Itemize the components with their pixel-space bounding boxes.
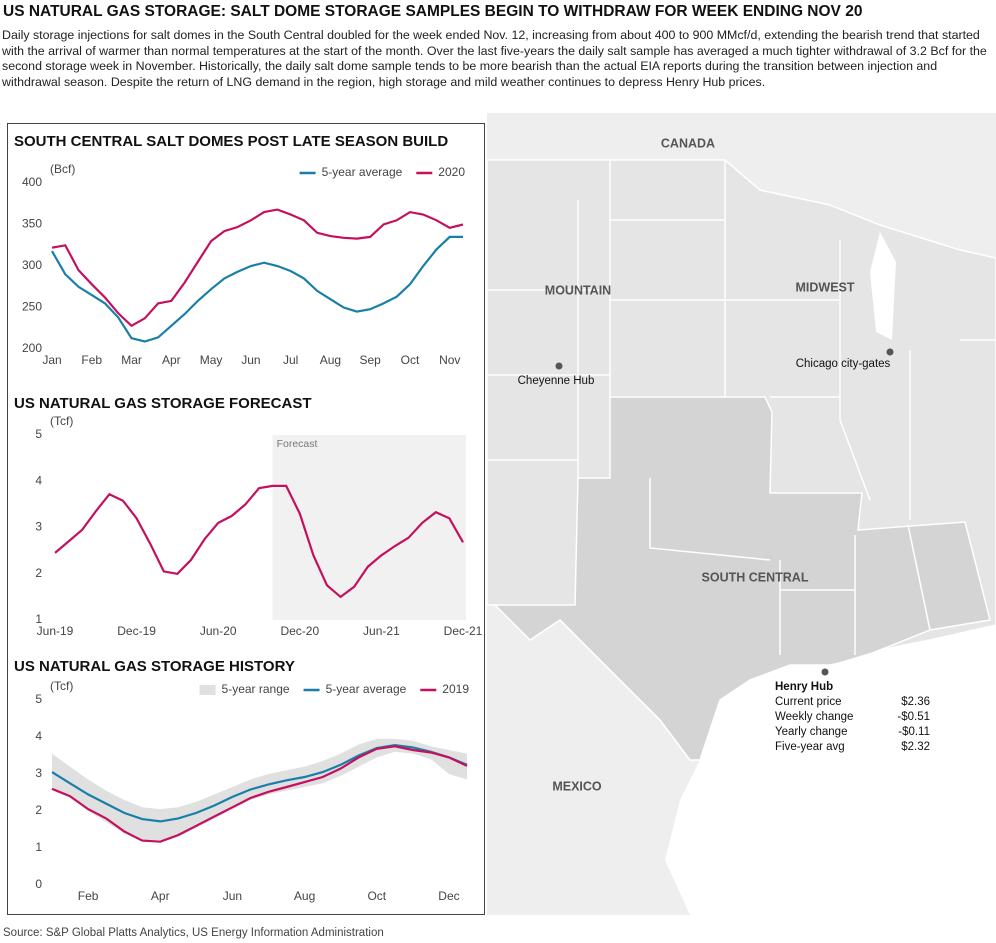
line [51, 235, 463, 343]
legend-label: 5-year range [222, 682, 290, 696]
table-value: $2.36 [901, 696, 930, 708]
x-tick-label: Feb [81, 353, 102, 367]
x-tick-label: Oct [367, 889, 386, 903]
y-tick-label: 400 [22, 175, 42, 189]
x-tick-label: Dec [438, 889, 459, 903]
y-tick-label: 2 [35, 566, 42, 580]
chart-title: US NATURAL GAS STORAGE FORECAST [14, 395, 312, 412]
line [51, 743, 468, 823]
henry-hub-table: Henry Hub Current price $2.36 Weekly chang… [775, 681, 930, 753]
table-label: Five-year avg [775, 741, 845, 753]
y-tick-label: 5 [35, 427, 42, 441]
legend-swatch [199, 685, 216, 695]
table-label: Current price [775, 696, 841, 708]
y-tick-label: 200 [22, 341, 42, 355]
y-axis-label: (Tcf) [50, 679, 73, 693]
x-tick-label: Dec-20 [280, 624, 319, 638]
table-label: Weekly change [775, 711, 853, 723]
region-label: SOUTH CENTRAL [702, 570, 809, 584]
x-tick-label: Jun [241, 353, 260, 367]
x-tick-label: Feb [78, 889, 99, 903]
state-borders [487, 160, 996, 655]
hub-label: Cheyenne Hub [518, 375, 595, 387]
table-value: -$0.11 [898, 726, 930, 738]
chart-title: SOUTH CENTRAL SALT DOMES POST LATE SEASO… [14, 133, 448, 150]
region-label: MIDWEST [795, 280, 854, 294]
x-tick-label: Apr [162, 353, 181, 367]
table-value: -$0.51 [897, 711, 930, 723]
y-tick-label: 4 [35, 729, 42, 743]
x-tick-label: Sep [360, 353, 382, 367]
x-tick-label: Nov [439, 353, 460, 367]
line [51, 745, 468, 843]
line [51, 208, 464, 328]
map: CANADA MOUNTAIN MIDWEST SOUTH CENTRAL ME… [486, 113, 996, 915]
x-tick-label: Jan [42, 353, 61, 367]
charts: SOUTH CENTRAL SALT DOMES POST LATE SEASO… [14, 133, 483, 903]
hub-dot [555, 362, 563, 370]
y-tick-label: 5 [35, 692, 42, 706]
y-tick-label: 300 [22, 258, 42, 272]
y-tick-label: 0 [35, 877, 42, 891]
table-title: Henry Hub [775, 681, 833, 693]
y-tick-label: 1 [35, 612, 42, 626]
line [54, 484, 464, 599]
y-tick-label: 2 [35, 803, 42, 817]
y-tick-label: 3 [35, 766, 42, 780]
source: Source: S&P Global Platts Analytics, US … [3, 927, 384, 939]
x-tick-label: Jun-20 [200, 624, 237, 638]
y-tick-label: 350 [22, 217, 42, 231]
y-tick-label: 1 [35, 840, 42, 854]
y-tick-label: 250 [22, 300, 42, 314]
legend-label: 2019 [442, 682, 469, 696]
x-tick-label: Jul [283, 353, 298, 367]
legend-label: 5-year average [322, 165, 403, 179]
x-tick-label: Jun-21 [363, 624, 400, 638]
table-label: Yearly change [775, 726, 847, 738]
x-tick-label: Jun [223, 889, 242, 903]
x-tick-label: Apr [151, 889, 170, 903]
table-value: $2.32 [901, 741, 930, 753]
x-tick-label: Aug [320, 353, 341, 367]
region-label: MOUNTAIN [545, 283, 611, 297]
x-tick-label: Aug [294, 889, 315, 903]
x-tick-label: Oct [401, 353, 420, 367]
y-tick-label: 3 [35, 520, 42, 534]
x-tick-label: Mar [121, 353, 142, 367]
region-label: MEXICO [552, 779, 602, 793]
legend-label: 5-year average [326, 682, 407, 696]
chart-title: US NATURAL GAS STORAGE HISTORY [14, 658, 295, 675]
gulf [665, 625, 996, 915]
hub-label: Chicago city-gates [796, 358, 891, 370]
page-title: US NATURAL GAS STORAGE: SALT DOME STORAG… [3, 3, 862, 20]
x-tick-label: Dec-21 [444, 624, 483, 638]
x-tick-label: Jun-19 [37, 624, 74, 638]
x-tick-label: May [200, 353, 223, 367]
legend-label: 2020 [438, 165, 465, 179]
description: Daily storage injections for salt domes … [2, 28, 987, 89]
forecast-label: Forecast [277, 438, 318, 450]
forecast-shade [272, 435, 466, 620]
y-tick-label: 4 [35, 473, 42, 487]
y-axis-label: (Bcf) [50, 162, 75, 176]
hub-dot [886, 348, 894, 356]
hub-dot [821, 668, 829, 676]
region-label: CANADA [661, 136, 715, 150]
y-axis-label: (Tcf) [50, 414, 73, 428]
range-area [52, 738, 467, 843]
x-tick-label: Dec-19 [117, 624, 156, 638]
lake [870, 232, 896, 340]
